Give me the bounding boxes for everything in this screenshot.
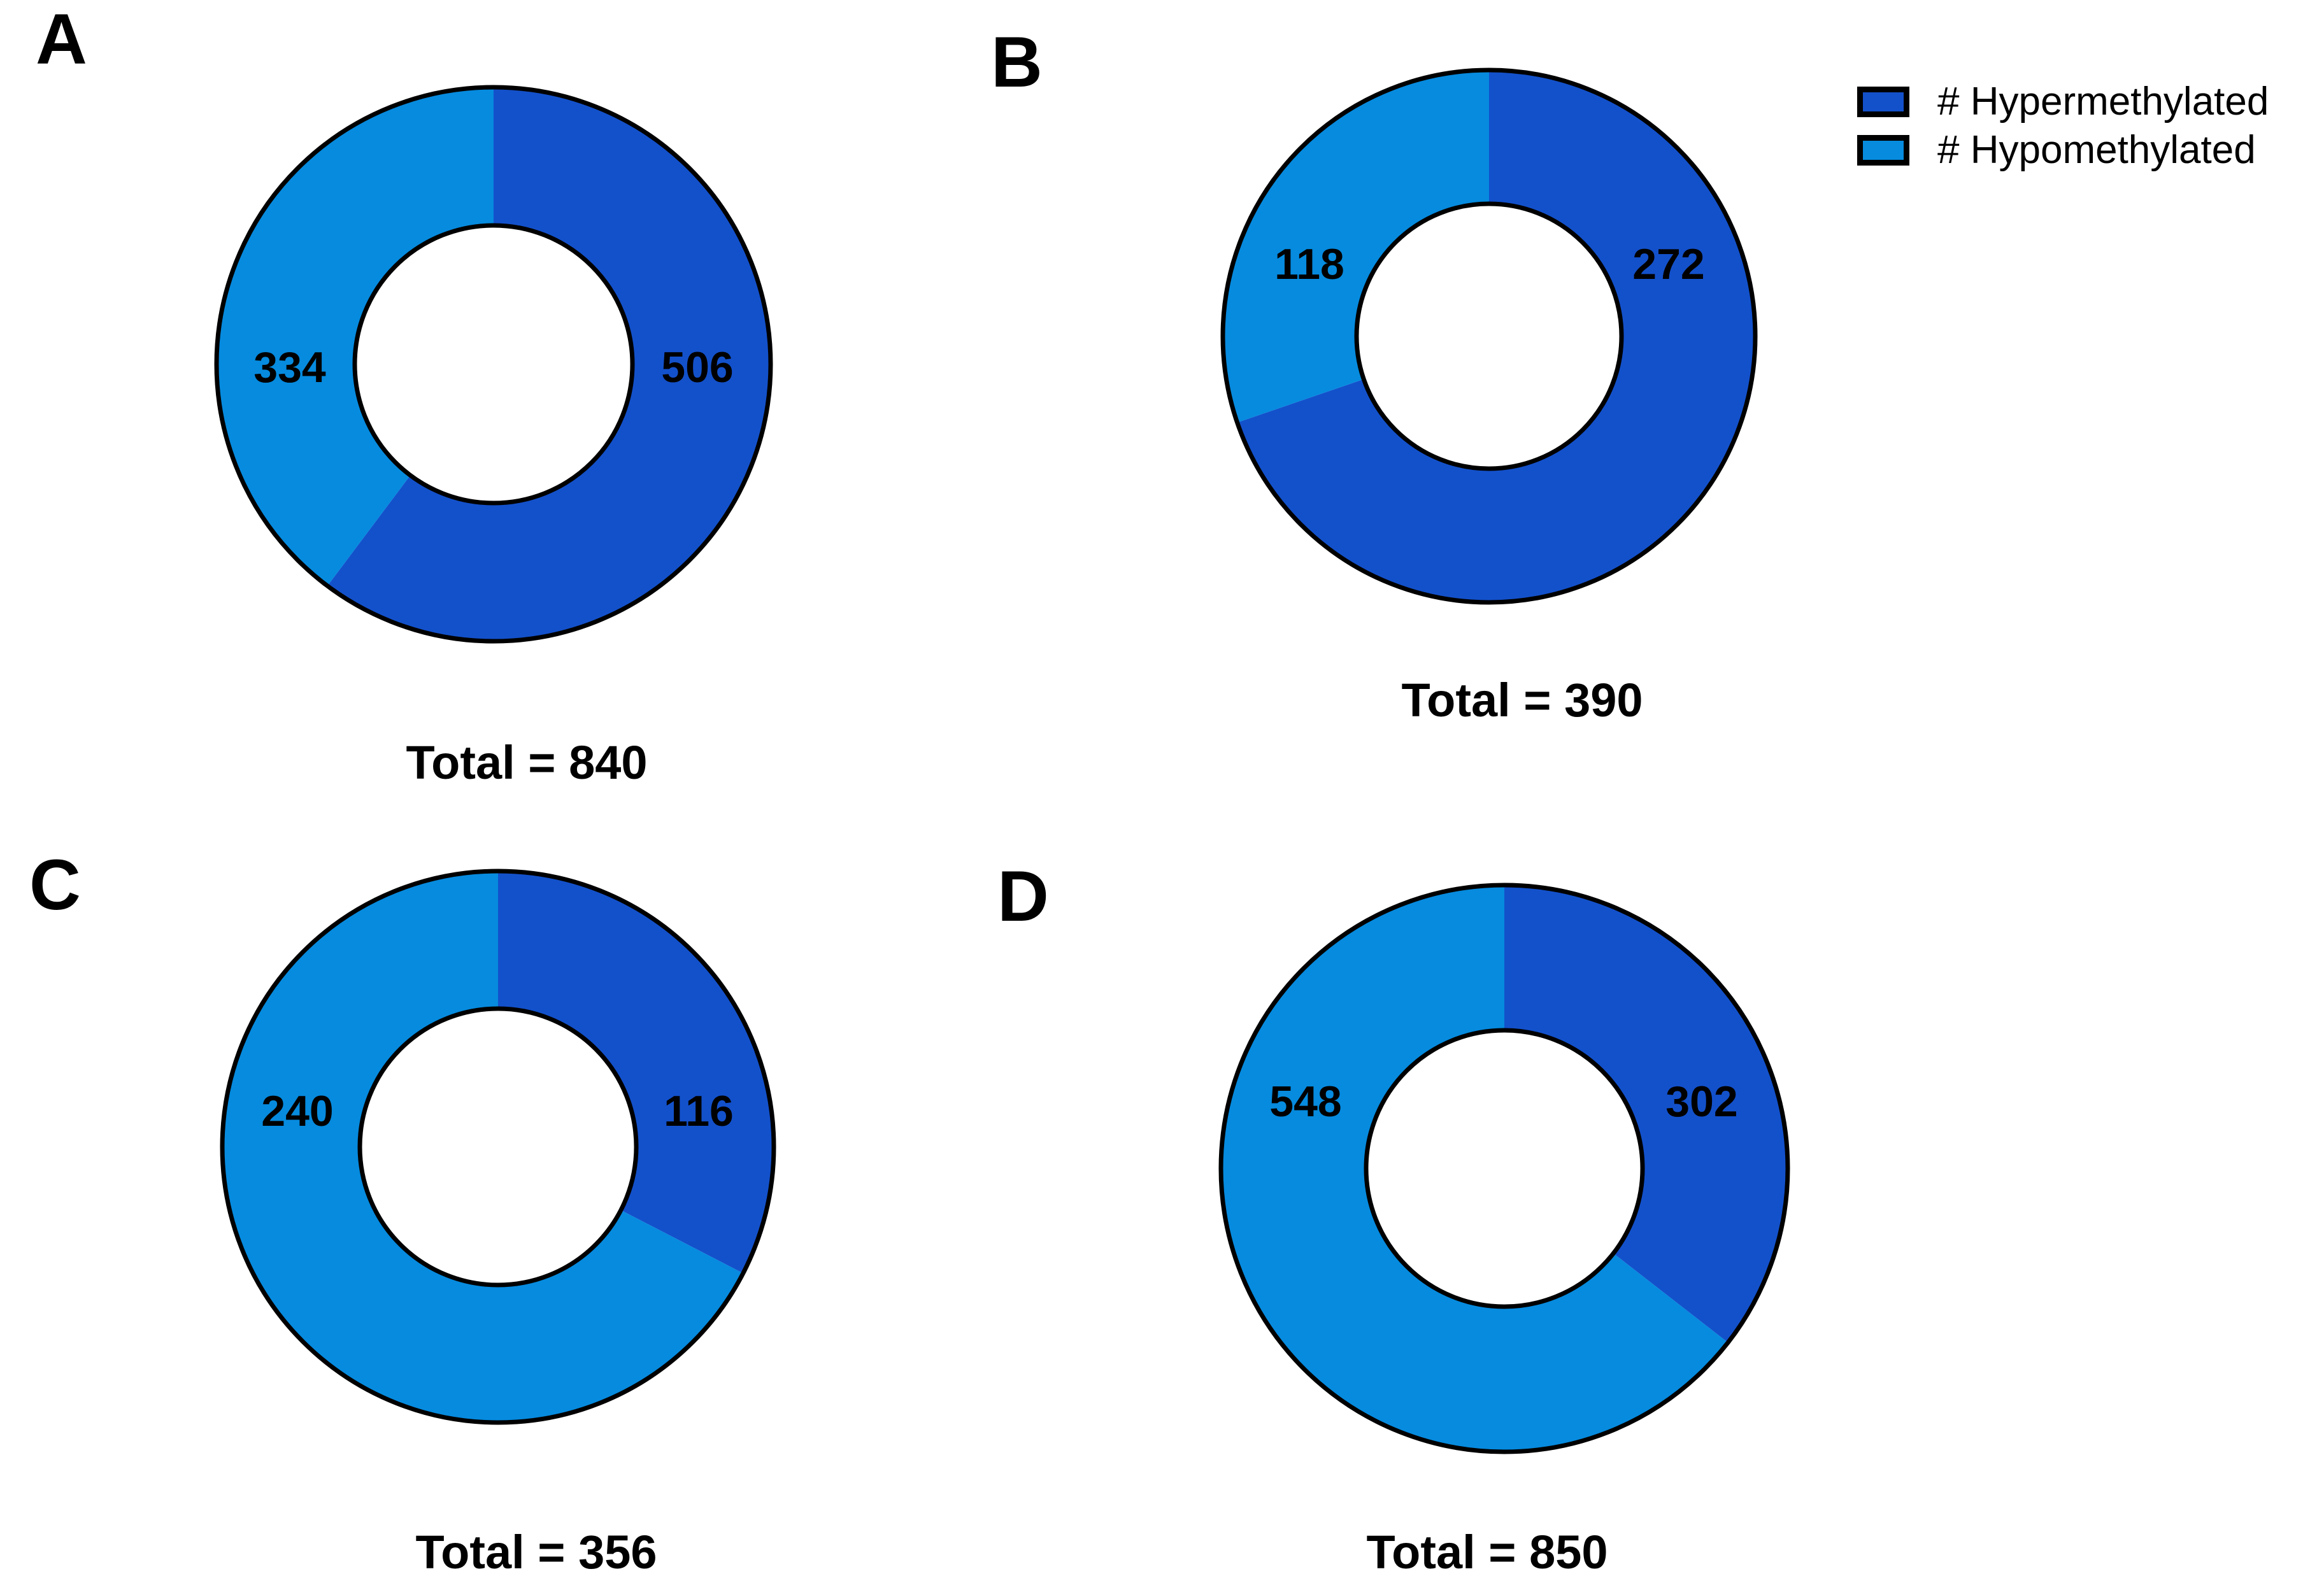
donut-inner-outline-b [1354, 201, 1624, 471]
donut-slice-hypomethylated-a [217, 87, 494, 586]
hypermethylated-swatch-icon [1857, 87, 1909, 117]
donut-slice-hypermethylated-d [1504, 885, 1788, 1343]
panel-label-d: D [997, 856, 1049, 936]
legend-item-hypermethylated: # Hypermethylated [1857, 82, 2269, 122]
hypomethylated-swatch-icon [1857, 135, 1909, 166]
legend-label-hypomethylated: # Hypomethylated [1937, 128, 2256, 172]
panel-label-c: C [29, 845, 81, 925]
slice-value-hypermethylated-c: 116 [664, 1087, 734, 1135]
slice-value-hypermethylated-b: 272 [1632, 240, 1705, 288]
donut-outer-outline-c [220, 869, 776, 1425]
slice-value-hypomethylated-c: 240 [261, 1087, 334, 1135]
panel-label-a: A [36, 0, 87, 79]
panel-label-b: B [991, 22, 1043, 102]
donut-inner-outline-c [357, 1006, 639, 1288]
donut-inner-outline-d [1364, 1028, 1645, 1309]
slice-value-hypomethylated-d: 548 [1269, 1077, 1342, 1126]
donut-outer-outline-a [214, 85, 773, 644]
legend-label-hypermethylated: # Hypermethylated [1937, 80, 2269, 124]
donut-slice-hypomethylated-c [222, 871, 743, 1423]
donut-slice-hypermethylated-b [1237, 70, 1755, 602]
donut-slice-hypermethylated-a [327, 87, 771, 642]
legend: # Hypermethylated # Hypomethylated [1857, 82, 2269, 182]
donut-inner-outline-a [352, 223, 635, 506]
legend-item-hypomethylated: # Hypomethylated [1857, 128, 2269, 172]
donut-slice-hypermethylated-c [498, 871, 774, 1274]
donut-slice-hypomethylated-d [1220, 884, 1729, 1452]
slice-value-hypermethylated-d: 302 [1665, 1077, 1738, 1126]
donut-outer-outline-b [1220, 67, 1758, 605]
total-label-d: Total = 850 [1366, 1526, 1608, 1576]
total-label-c: Total = 356 [415, 1526, 657, 1576]
donut-outer-outline-d [1218, 883, 1790, 1454]
total-label-b: Total = 390 [1401, 674, 1643, 727]
donut-slice-hypomethylated-b [1222, 70, 1489, 423]
slice-value-hypomethylated-b: 118 [1274, 240, 1344, 288]
slice-value-hypermethylated-a: 506 [661, 343, 734, 392]
slice-value-hypomethylated-a: 334 [253, 343, 326, 392]
total-label-a: Total = 840 [406, 736, 648, 789]
